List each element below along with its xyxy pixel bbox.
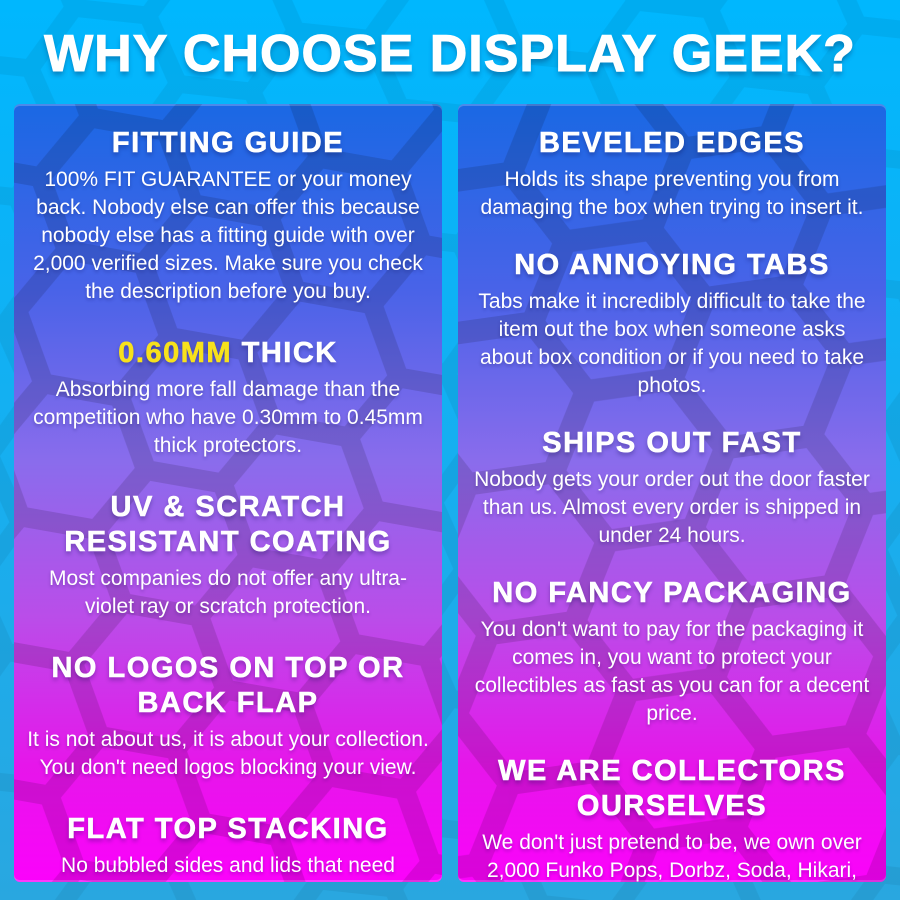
section-body: Holds its shape preventing you from dama… bbox=[480, 168, 864, 219]
section-heading: 0.60MM THICK bbox=[118, 337, 338, 370]
thickness-value-highlight: 0.60MM bbox=[118, 337, 233, 370]
header-band: WHY CHOOSE DISPLAY GEEK? bbox=[0, 0, 900, 104]
section-heading: FITTING GUIDE bbox=[111, 127, 345, 160]
section-heading: NO ANNOYING TABS bbox=[514, 249, 830, 282]
section-body: Nobody gets your order out the door fast… bbox=[474, 468, 870, 547]
section-heading: NO LOGOS ON TOP OR BACK FLAP bbox=[51, 652, 405, 720]
section-heading: UV & SCRATCH RESISTANT COATING bbox=[64, 491, 392, 559]
section-uv-scratch-coating: UV & SCRATCH RESISTANT COATING Most comp… bbox=[27, 490, 429, 621]
section-body: Absorbing more fall damage than the comp… bbox=[33, 378, 423, 457]
section-flat-top-stacking: FLAT TOP STACKING No bubbled sides and l… bbox=[27, 812, 429, 882]
section-body: Tabs make it incredibly difficult to tak… bbox=[478, 290, 866, 397]
section-heading: FLAT TOP STACKING bbox=[67, 813, 389, 846]
section-body: You don't want to pay for the packaging … bbox=[474, 618, 870, 725]
section-we-are-collectors: WE ARE COLLECTORS OURSELVES We don't jus… bbox=[471, 754, 873, 882]
section-body: We don't just pretend to be, we own over… bbox=[482, 831, 862, 882]
section-body: Most companies do not offer any ultra-vi… bbox=[49, 567, 407, 618]
section-body: It is not about us, it is about your col… bbox=[27, 728, 429, 779]
page-title: WHY CHOOSE DISPLAY GEEK? bbox=[44, 25, 856, 84]
section-fitting-guide: FITTING GUIDE 100% FIT GUARANTEE or your… bbox=[27, 126, 429, 306]
content-columns: FITTING GUIDE 100% FIT GUARANTEE or your… bbox=[14, 104, 886, 882]
section-no-logos: NO LOGOS ON TOP OR BACK FLAP It is not a… bbox=[27, 651, 429, 782]
section-no-annoying-tabs: NO ANNOYING TABS Tabs make it incredibly… bbox=[471, 248, 873, 400]
section-thickness: 0.60MM THICK Absorbing more fall damage … bbox=[27, 336, 429, 460]
section-beveled-edges: BEVELED EDGES Holds its shape preventing… bbox=[471, 126, 873, 222]
left-panel: FITTING GUIDE 100% FIT GUARANTEE or your… bbox=[14, 104, 442, 882]
right-panel: BEVELED EDGES Holds its shape preventing… bbox=[458, 104, 886, 882]
section-heading: BEVELED EDGES bbox=[538, 127, 806, 160]
section-body: No bubbled sides and lids that need resh… bbox=[61, 854, 395, 877]
section-heading: NO FANCY PACKAGING bbox=[492, 577, 852, 610]
section-heading: WE ARE COLLECTORS OURSELVES bbox=[498, 755, 846, 823]
right-panel-content: BEVELED EDGES Holds its shape preventing… bbox=[458, 104, 886, 882]
section-body: 100% FIT GUARANTEE or your money back. N… bbox=[33, 168, 423, 303]
section-heading: SHIPS OUT FAST bbox=[542, 427, 802, 460]
section-no-fancy-packaging: NO FANCY PACKAGING You don't want to pay… bbox=[471, 576, 873, 728]
section-ships-out-fast: SHIPS OUT FAST Nobody gets your order ou… bbox=[471, 426, 873, 550]
left-panel-content: FITTING GUIDE 100% FIT GUARANTEE or your… bbox=[14, 104, 442, 882]
